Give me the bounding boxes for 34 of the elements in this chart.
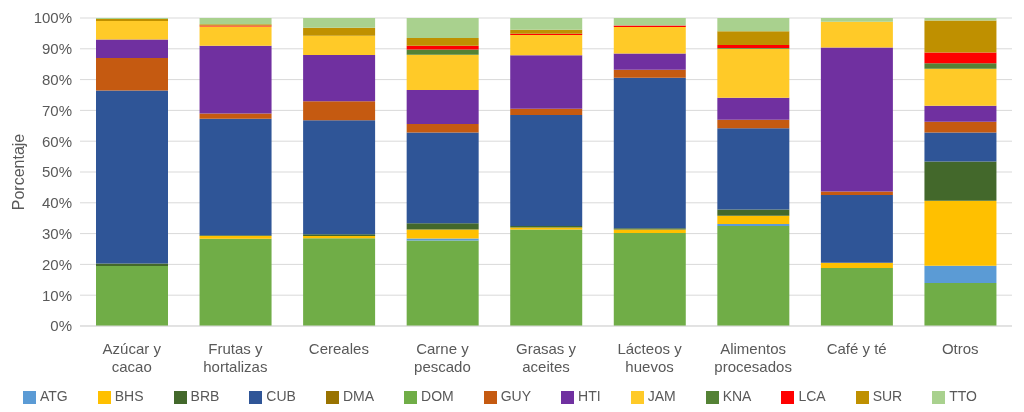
y-tick-label: 30% [41, 224, 72, 242]
y-tick-label: 10% [41, 286, 72, 304]
x-tick-label: Café y té [826, 339, 887, 357]
x-tick-label: Lácteos y huevos [617, 339, 683, 375]
legend-label: BRB [190, 388, 220, 404]
legend-label: DMA [342, 388, 375, 404]
y-axis-title: Porcentaje [9, 133, 27, 211]
y-tick-label: 20% [41, 255, 72, 273]
legend-label: TTO [949, 388, 977, 404]
y-tick-label: 60% [41, 132, 72, 150]
x-tick-label: Azúcar y cacao [102, 339, 162, 375]
legend-label: LCA [798, 388, 826, 404]
y-tick-label: 50% [41, 163, 72, 181]
x-tick-label: Cereales [308, 339, 369, 357]
legend-label: DOM [421, 388, 454, 404]
legend-label: SUR [872, 388, 903, 404]
legend-label: KNA [722, 388, 752, 404]
y-tick-label: 80% [41, 70, 72, 88]
legend-label: BHS [114, 388, 144, 404]
x-tick-label: Carne y pescado [414, 339, 471, 375]
y-tick-label: 90% [41, 40, 72, 58]
legend-label: CUB [266, 388, 296, 404]
y-tick-label: 40% [41, 194, 72, 212]
legend-label: ATG [40, 388, 68, 404]
y-tick-label: 70% [41, 101, 72, 119]
x-tick-label: Frutas y hortalizas [203, 339, 268, 375]
x-tick-label: Grasas y aceites [515, 339, 577, 375]
legend-label: JAM [647, 388, 676, 404]
y-tick-label: 100% [33, 9, 72, 27]
x-tick-label: Otros [941, 339, 979, 357]
legend-label: HTI [578, 388, 601, 404]
y-tick-label: 0% [50, 317, 72, 335]
x-tick-label: Alimentos procesados [714, 339, 792, 375]
legend-label: GUY [500, 388, 532, 404]
